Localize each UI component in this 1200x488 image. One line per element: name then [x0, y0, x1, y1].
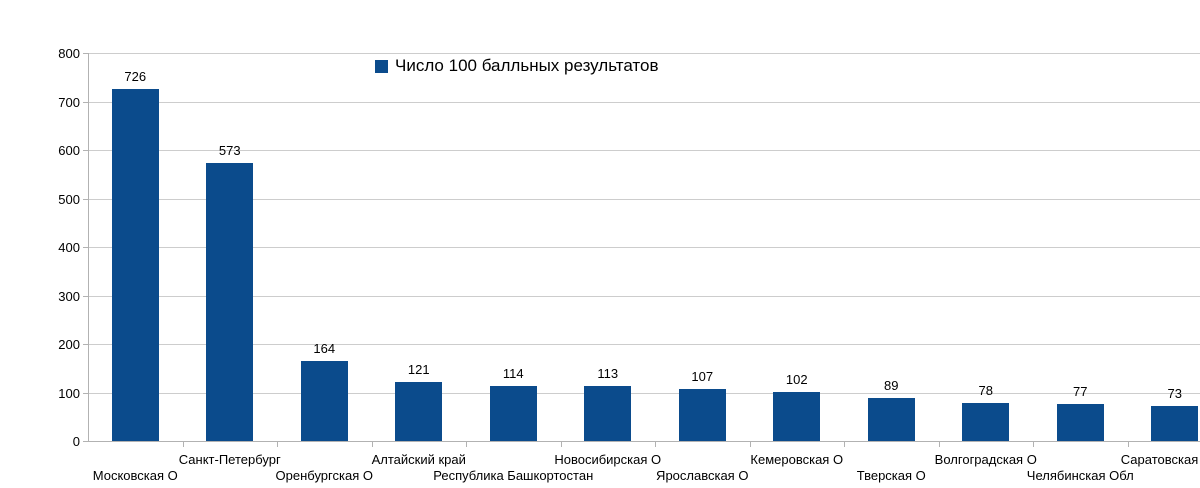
y-axis-tick-label: 0 — [72, 434, 80, 449]
x-category-label: Волгоградская О — [934, 452, 1037, 467]
gridline — [88, 53, 1200, 54]
x-category-label: Саратовская — [1120, 452, 1199, 467]
gridline — [88, 392, 1200, 394]
x-tick — [560, 442, 562, 447]
x-category-label: Челябинская Обл — [1026, 468, 1134, 483]
y-tick — [83, 198, 88, 200]
legend-label: Число 100 балльных результатов — [395, 56, 659, 75]
bar-value-label: 114 — [502, 365, 524, 381]
y-tick — [83, 344, 88, 345]
bar — [867, 397, 915, 441]
bar — [962, 403, 1010, 441]
bar — [584, 386, 632, 441]
chart-legend: Число 100 балльных результатов — [375, 55, 659, 77]
x-tick — [938, 442, 940, 447]
bar-value-label: 121 — [407, 362, 430, 378]
x-category-label: Оренбургская О — [275, 468, 373, 483]
bar-value-label: 113 — [597, 366, 619, 382]
bar — [300, 361, 348, 441]
x-tick — [182, 442, 184, 447]
y-tick — [83, 150, 88, 151]
y-tick — [83, 101, 88, 103]
y-axis-tick-label: 800 — [58, 46, 80, 61]
bar — [1151, 405, 1199, 441]
y-axis-line — [88, 53, 89, 441]
gridline — [88, 150, 1200, 151]
x-tick — [655, 442, 656, 447]
bar — [1056, 403, 1104, 441]
y-tick — [83, 295, 88, 297]
y-axis-tick-label: 400 — [58, 240, 80, 255]
x-tick — [1127, 442, 1129, 447]
x-category-label: Московская О — [92, 468, 178, 483]
bar — [773, 391, 821, 441]
gridline — [88, 101, 1200, 103]
gridline — [88, 295, 1200, 297]
x-category-label: Ярославская О — [656, 468, 749, 483]
y-tick — [83, 53, 88, 54]
y-tick — [83, 392, 88, 394]
x-category-label: Санкт-Петербург — [178, 452, 281, 467]
bar-value-label: 77 — [1073, 383, 1088, 399]
bar-value-label: 89 — [884, 377, 899, 393]
x-tick — [277, 442, 278, 447]
x-tick — [844, 442, 845, 447]
gridline — [88, 198, 1200, 200]
bar-value-label: 164 — [313, 341, 336, 357]
bar-value-label: 107 — [691, 369, 714, 385]
x-tick — [371, 442, 373, 447]
bar-value-label: 73 — [1167, 385, 1182, 401]
y-axis-tick-label: 300 — [58, 288, 80, 304]
bar-value-label: 573 — [218, 143, 241, 159]
legend-swatch-icon — [375, 59, 388, 73]
x-category-label: Тверская О — [856, 468, 926, 483]
x-category-label: Кемеровская О — [750, 452, 844, 467]
bar-value-label: 726 — [124, 68, 147, 84]
y-axis-tick-label: 600 — [58, 143, 80, 158]
bar — [111, 88, 159, 441]
x-tick — [1033, 442, 1034, 447]
gridline — [88, 344, 1200, 345]
y-axis-tick-label: 500 — [58, 191, 80, 207]
bar — [395, 382, 443, 441]
bar — [678, 389, 726, 441]
x-tick — [749, 442, 751, 447]
x-tick — [466, 442, 467, 447]
x-category-label: Новосибирская О — [554, 452, 662, 467]
y-axis-tick-label: 100 — [58, 385, 80, 401]
y-axis-tick-label: 200 — [58, 337, 80, 352]
y-axis-tick-label: 700 — [58, 94, 80, 110]
y-tick — [83, 247, 88, 248]
x-category-label: Республика Башкортостан — [433, 468, 594, 483]
bar-value-label: 102 — [785, 371, 808, 387]
x-category-label: Алтайский край — [371, 452, 466, 467]
bar-value-label: 78 — [978, 383, 993, 399]
gridline — [88, 247, 1200, 248]
bar — [489, 385, 537, 441]
bar — [206, 163, 254, 441]
x-axis-line — [83, 441, 1200, 442]
